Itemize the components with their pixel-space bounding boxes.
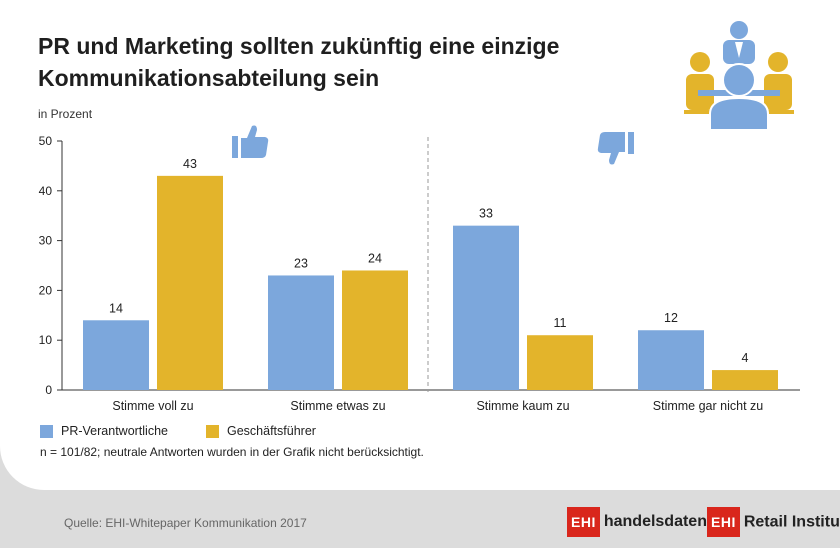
page-title: PR und Marketing sollten zukünftig eine … (38, 30, 638, 94)
title-line-2: Kommunikationsabteilung sein (38, 65, 380, 91)
y-axis-unit-label: in Prozent (38, 107, 93, 121)
category-label: Stimme etwas zu (290, 399, 385, 413)
logo-box-ehi: EHI (567, 507, 600, 537)
bar (712, 370, 778, 390)
legend-label-gf: Geschäftsführer (227, 424, 316, 438)
bar (638, 330, 704, 390)
sample-note: n = 101/82; neutrale Antworten wurden in… (40, 445, 424, 459)
logo-text-handelsdaten: handelsdaten.de (603, 513, 731, 530)
bar-value-label: 11 (554, 316, 567, 330)
bar (83, 320, 149, 390)
logo-text-retail-name: Retail Institute (743, 513, 840, 531)
y-tick-label: 40 (39, 184, 53, 198)
legend-item-pr: PR-Verantwortliche (40, 424, 168, 438)
bar-value-label: 33 (479, 207, 493, 221)
bar-value-label: 43 (183, 157, 197, 171)
meeting-people-icon (684, 21, 794, 131)
legend: PR-Verantwortliche Geschäftsführer (40, 424, 354, 438)
legend-label-pr: PR-Verantwortliche (61, 424, 168, 438)
legend-swatch-gf (206, 424, 219, 438)
thumbs-down-icon (597, 132, 634, 165)
y-tick-label: 0 (45, 383, 52, 397)
bar-value-label: 4 (742, 351, 749, 365)
y-tick-label: 10 (39, 333, 53, 347)
bar-value-label: 12 (664, 311, 678, 325)
y-tick-label: 20 (39, 283, 53, 297)
category-label: Stimme voll zu (112, 399, 193, 413)
bar-value-label: 24 (368, 251, 382, 265)
category-label: Stimme kaum zu (476, 399, 569, 413)
legend-item-gf: Geschäftsführer (206, 424, 316, 438)
bar (157, 175, 223, 390)
bar-value-label: 23 (294, 256, 308, 270)
title-line-1: PR und Marketing sollten zukünftig eine … (38, 33, 560, 59)
bar-value-label: 14 (109, 301, 123, 315)
bar (268, 275, 334, 390)
source-text: Quelle: EHI-Whitepaper Kommunikation 201… (64, 516, 307, 530)
bar (453, 225, 519, 390)
thumbs-up-icon (232, 125, 269, 158)
category-label: Stimme gar nicht zu (653, 399, 764, 413)
logo-retail-institute[interactable]: EHI Retail Institute® (707, 507, 840, 537)
y-tick-label: 30 (39, 234, 53, 248)
bar (342, 270, 408, 390)
legend-swatch-pr (40, 424, 53, 438)
logo-handelsdaten[interactable]: EHI handelsdaten.de (567, 507, 730, 537)
logo-text-retail: Retail Institute® (744, 513, 840, 531)
bar (527, 335, 593, 390)
logo-box-ehi-retail: EHI (707, 507, 740, 537)
y-tick-label: 50 (39, 134, 53, 148)
bar-chart: 0 10 20 30 40 50 Stimme voll zu Stimme etwas zu… (39, 125, 800, 413)
